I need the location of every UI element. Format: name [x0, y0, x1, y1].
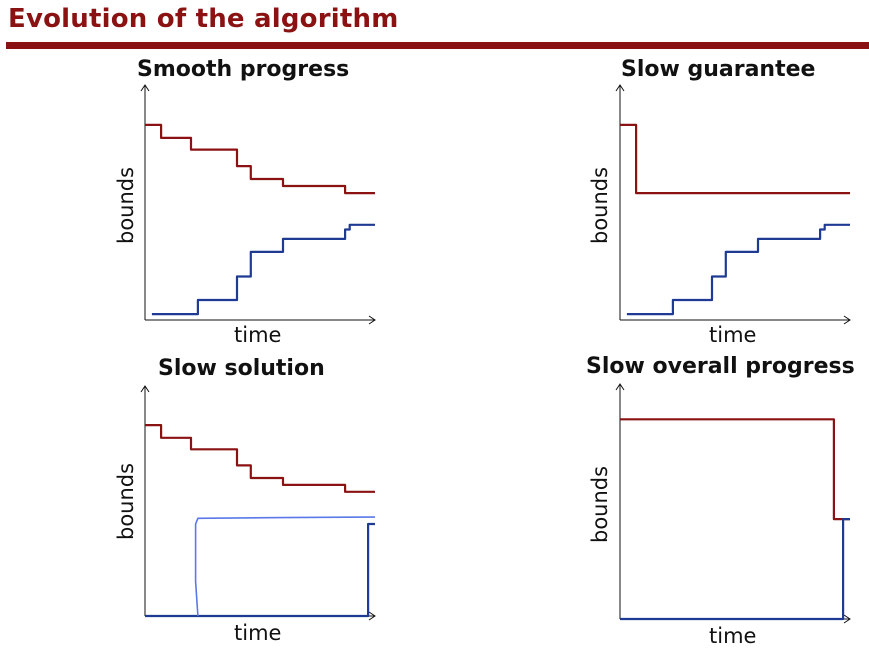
plot-title-slow-solution: Slow solution	[158, 356, 325, 381]
lower-bound-line-smooth-progress	[151, 223, 375, 316]
slide-title: Evolution of the algorithm	[8, 4, 399, 34]
x-axis-arrow-slow-guarantee	[843, 315, 851, 325]
upper-bound-line-slow-guarantee	[620, 123, 850, 195]
x-axis-label-slow-overall-progress: time	[709, 624, 757, 648]
plot-title-slow-guarantee: Slow guarantee	[621, 57, 816, 82]
plot-title-slow-overall-progress: Slow overall progress	[586, 354, 855, 379]
plot-slow-overall-progress	[615, 383, 851, 624]
upper-bound-line-slow-overall-progress	[620, 418, 850, 521]
upper-bound-line-smooth-progress	[145, 123, 375, 195]
title-rule	[6, 42, 869, 49]
lower-bound-line-slow-overall-progress	[620, 517, 850, 621]
x-axis-arrow-slow-overall-progress	[843, 614, 851, 624]
y-axis-arrow-slow-solution	[140, 385, 150, 393]
x-axis-label-slow-solution: time	[234, 621, 282, 645]
x-axis-arrow-slow-solution	[368, 611, 376, 621]
handdrawn-bound-line-slow-solution	[194, 516, 375, 617]
plot-title-smooth-progress: Smooth progress	[137, 57, 350, 82]
plot-slow-solution	[140, 385, 376, 621]
lower-bound-line-slow-guarantee	[626, 223, 850, 316]
plot-slow-guarantee	[615, 84, 851, 325]
y-axis-arrow-smooth-progress	[140, 84, 150, 92]
x-axis-label-smooth-progress: time	[234, 323, 282, 347]
x-axis-arrow-smooth-progress	[368, 315, 376, 325]
plot-smooth-progress	[140, 84, 376, 325]
y-axis-arrow-slow-overall-progress	[615, 383, 625, 391]
lower-bound-line-slow-solution	[145, 522, 375, 618]
x-axis-label-slow-guarantee: time	[709, 323, 757, 347]
upper-bound-line-slow-solution	[145, 424, 375, 493]
y-axis-arrow-slow-guarantee	[615, 84, 625, 92]
